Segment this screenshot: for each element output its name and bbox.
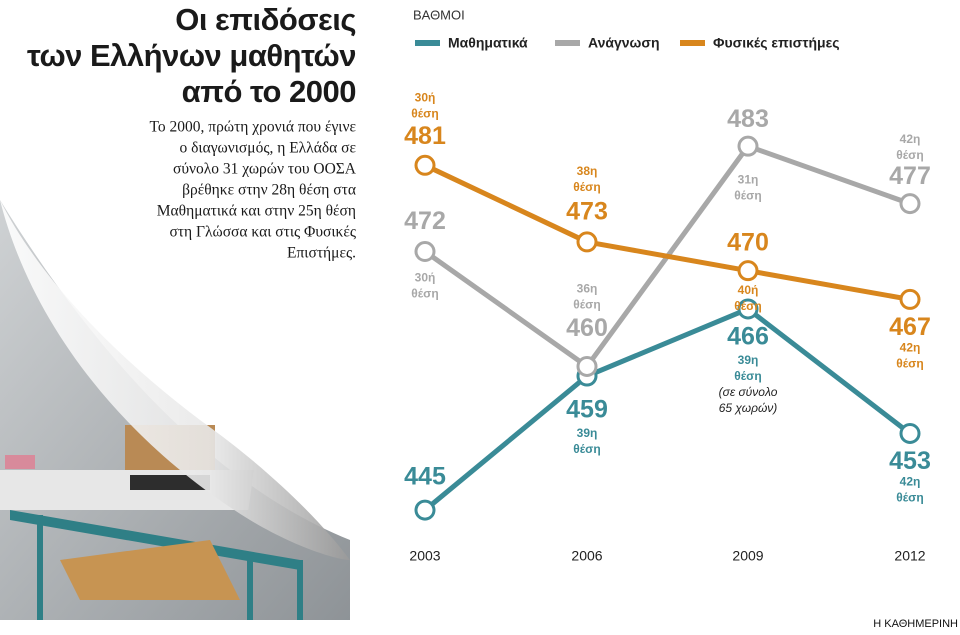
x-tick-label: 2003 — [409, 548, 440, 564]
rank-label: θέση — [573, 442, 600, 456]
rank-label: 42η — [900, 475, 921, 489]
rank-label: θέση — [734, 188, 761, 202]
rank-label: 42η — [900, 341, 921, 355]
source: Η ΚΑΘΗΜΕΡΙΝΗ — [873, 618, 958, 630]
subtitle-line: Μαθηματικά και στην 25η θέση — [157, 203, 356, 220]
data-point — [414, 241, 436, 263]
rank-label: 40ή — [738, 283, 759, 297]
value-label: 472 — [404, 207, 446, 235]
rank-label: θέση — [411, 287, 438, 301]
data-point — [576, 355, 598, 377]
rank-label: 42η — [900, 132, 921, 146]
subtitle-line: βρέθηκε στην 28η θέση στα — [182, 182, 356, 199]
subtitle-line: ο διαγωνισμός, η Ελλάδα σε — [179, 140, 356, 157]
data-point — [899, 422, 921, 444]
value-label: 467 — [889, 313, 931, 341]
rank-label: θέση — [896, 357, 923, 371]
rank-label: 65 χωρών) — [719, 401, 778, 415]
data-point — [899, 193, 921, 215]
value-label: 459 — [566, 396, 608, 424]
value-label: 453 — [889, 447, 931, 475]
rank-label: 36η — [577, 282, 598, 296]
x-tick-label: 2009 — [732, 548, 763, 564]
value-label: 466 — [727, 323, 769, 351]
rank-label: θέση — [734, 299, 761, 313]
rank-label: 30ή — [415, 271, 436, 285]
series-line — [423, 306, 912, 513]
y-axis-label: ΒΑΘΜΟΙ — [413, 7, 465, 22]
value-label: 445 — [404, 463, 446, 491]
value-label: 483 — [727, 105, 769, 133]
rank-label: θέση — [896, 491, 923, 505]
title-line: Οι επιδόσεις — [175, 2, 356, 37]
value-label: 477 — [889, 162, 931, 190]
legend: Μαθηματικά Ανάγνωση Φυσικές επιστήμες — [415, 35, 840, 51]
rank-label: 39η — [738, 353, 759, 367]
x-tick-label: 2006 — [571, 548, 602, 564]
legend-label: Φυσικές επιστήμες — [713, 35, 840, 51]
rank-label: 30ή — [415, 90, 436, 104]
subtitle-line: Επιστήμες. — [287, 245, 356, 262]
value-label: 481 — [404, 122, 446, 150]
data-point — [899, 288, 921, 310]
value-label: 473 — [566, 198, 608, 226]
data-point — [414, 154, 436, 176]
title-line: των Ελλήνων μαθητών — [27, 38, 356, 73]
data-point — [737, 135, 759, 157]
value-label: 460 — [566, 314, 608, 342]
x-tick-label: 2012 — [894, 548, 925, 564]
value-label: 470 — [727, 228, 769, 256]
rank-label: θέση — [734, 369, 761, 383]
rank-label: 39η — [577, 426, 598, 440]
data-point — [414, 499, 436, 521]
subtitle-line: στη Γλώσσα και στις Φυσικές — [169, 224, 356, 241]
rank-label: (σε σύνολο — [719, 385, 778, 399]
data-point — [737, 260, 759, 282]
rank-label: 38η — [577, 164, 598, 178]
rank-label: θέση — [573, 180, 600, 194]
subtitle-line: Το 2000, πρώτη χρονιά που έγινε — [150, 119, 357, 136]
series-line — [423, 163, 911, 302]
rank-label: θέση — [411, 106, 438, 120]
subtitle-line: σύνολο 31 χωρών του ΟΟΣΑ — [173, 161, 357, 178]
rank-label: θέση — [896, 148, 923, 162]
data-point — [576, 231, 598, 253]
rank-label: 31η — [738, 172, 759, 186]
legend-label: Μαθηματικά — [448, 35, 528, 51]
title-line: από το 2000 — [182, 74, 356, 109]
photo — [0, 200, 350, 620]
data-point — [737, 298, 759, 320]
rank-label: θέση — [573, 298, 600, 312]
legend-label: Ανάγνωση — [588, 35, 660, 51]
